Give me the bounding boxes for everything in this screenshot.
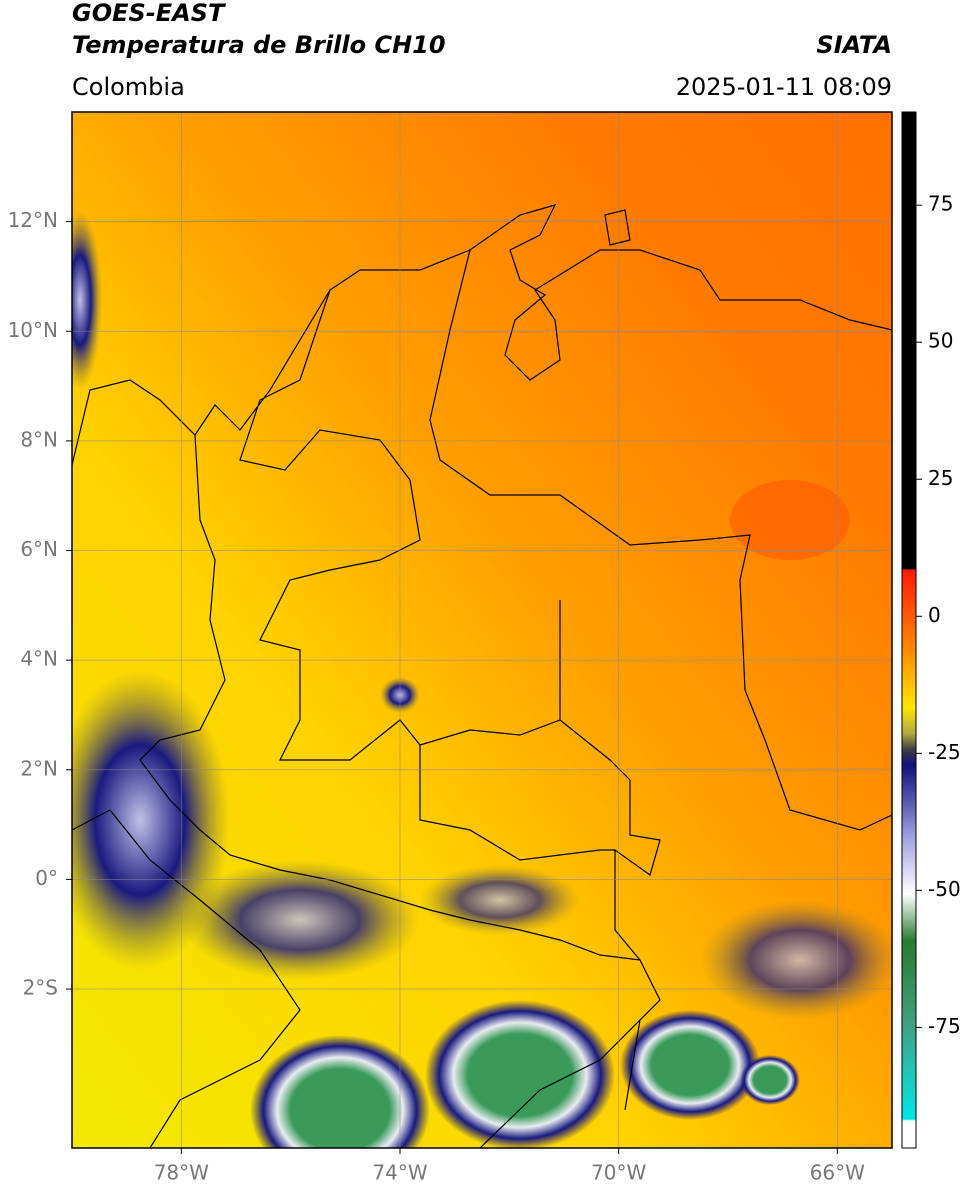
map xyxy=(72,112,892,1148)
warm-area xyxy=(730,480,850,560)
lat-tick-label: 10°N xyxy=(8,318,58,342)
cloud xyxy=(250,1035,430,1148)
satellite: GOES-EAST xyxy=(72,0,226,27)
colorbar-tick-label: 25 xyxy=(928,466,953,490)
cloud xyxy=(72,670,230,970)
source: SIATA xyxy=(816,31,892,59)
cloud xyxy=(740,1055,800,1105)
lat-tick-label: 6°N xyxy=(20,537,58,561)
colorbar-tick-label: -25 xyxy=(928,740,961,764)
product: Temperatura de Brillo CH10 xyxy=(72,31,446,59)
lon-tick-label: 74°W xyxy=(372,1161,427,1185)
colorbar xyxy=(901,111,917,1149)
lon-tick-label: 66°W xyxy=(810,1161,865,1185)
datetime: 2025-01-11 08:09 xyxy=(676,73,892,101)
colorbar-tick-label: -75 xyxy=(928,1014,961,1038)
lat-tick-label: 0° xyxy=(35,866,58,890)
cloud xyxy=(620,1010,760,1120)
lon-tick-label: 70°W xyxy=(591,1161,646,1185)
cloud xyxy=(420,865,580,935)
lon-tick-label: 78°W xyxy=(154,1161,209,1185)
lat-tick-label: 12°N xyxy=(8,208,58,232)
cloud xyxy=(72,210,102,390)
lat-tick-label: 8°N xyxy=(20,427,58,451)
lat-tick-label: 4°N xyxy=(20,647,58,671)
map-frame xyxy=(71,111,893,1149)
colorbar-tick-label: 75 xyxy=(928,192,953,216)
region: Colombia xyxy=(72,73,185,101)
colorbar-tick-label: 0 xyxy=(928,603,941,627)
colorbar-tick-label: -50 xyxy=(928,877,961,901)
cloud xyxy=(425,1000,615,1148)
borders xyxy=(72,204,892,1148)
cloud xyxy=(700,900,892,1020)
colorbar-tick-label: 50 xyxy=(928,329,953,353)
lat-tick-label: 2°S xyxy=(23,976,58,1000)
cloud xyxy=(180,860,420,980)
lat-tick-label: 2°N xyxy=(20,756,58,780)
